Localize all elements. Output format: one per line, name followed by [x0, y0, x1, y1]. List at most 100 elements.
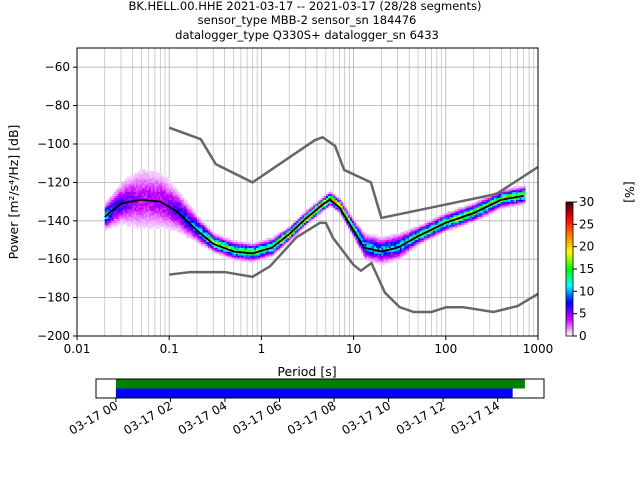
- ppsd-cell: [394, 234, 397, 237]
- ppsd-cell: [169, 195, 172, 198]
- ppsd-cell: [233, 259, 236, 262]
- ppsd-cell: [462, 224, 465, 227]
- ppsd-cell: [209, 238, 213, 241]
- ppsd-cell: [466, 218, 469, 221]
- ppsd-cell: [279, 245, 283, 248]
- ppsd-cell: [346, 209, 349, 212]
- ppsd-cell: [272, 247, 275, 250]
- ppsd-cell: [191, 220, 194, 223]
- ppsd-cell: [217, 238, 220, 241]
- ppsd-cell: [268, 249, 272, 252]
- ppsd-cell: [126, 220, 130, 223]
- ppsd-cell: [209, 245, 213, 248]
- ppsd-cell: [160, 186, 163, 189]
- ppsd-cell: [495, 209, 498, 212]
- ppsd-cell: [208, 230, 211, 233]
- ppsd-cell: [163, 193, 166, 197]
- ppsd-cell: [180, 226, 183, 229]
- ppsd-cell: [149, 216, 152, 220]
- ppsd-cell: [274, 241, 277, 245]
- ppsd-cell: [137, 220, 141, 223]
- ppsd-cell: [126, 215, 130, 218]
- ppsd-cell: [178, 205, 181, 208]
- ppsd-cell: [204, 234, 207, 237]
- ppsd-cell: [449, 226, 452, 229]
- ppsd-cell: [110, 218, 113, 221]
- ppsd-cell: [401, 232, 404, 235]
- ppsd-cell: [490, 197, 493, 200]
- ppsd-cell: [156, 224, 159, 227]
- ppsd-cell: [161, 220, 165, 223]
- ppsd-cell: [390, 257, 393, 260]
- ppsd-cell: [326, 207, 329, 210]
- ppsd-cell: [156, 205, 159, 208]
- ppsd-cell: [215, 234, 218, 237]
- ppsd-cell: [388, 255, 391, 258]
- ppsd-cell: [320, 199, 323, 202]
- ppsd-cell: [189, 213, 192, 216]
- ppsd-cell: [420, 232, 423, 235]
- ppsd-cell: [462, 207, 465, 210]
- ppsd-cell: [495, 207, 498, 210]
- ppsd-cell: [373, 255, 377, 258]
- ppsd-cell: [141, 172, 144, 175]
- ppsd-cell: [412, 232, 415, 235]
- ppsd-cell: [145, 190, 148, 193]
- ppsd-cell: [191, 207, 194, 210]
- ppsd-cell: [366, 238, 369, 241]
- ppsd-cell: [432, 230, 436, 233]
- ppsd-cell: [158, 176, 161, 179]
- ppsd-cell: [117, 218, 120, 221]
- ppsd-cell: [364, 251, 367, 254]
- ppsd-cell: [169, 182, 172, 185]
- ppsd-cell: [110, 199, 113, 202]
- ppsd-cell: [106, 222, 109, 225]
- ppsd-cell: [401, 241, 404, 245]
- ppsd-cell: [145, 207, 148, 210]
- coverage-bar-psd-used: [115, 388, 513, 398]
- ppsd-cell: [193, 216, 196, 220]
- ppsd-cell: [466, 209, 469, 212]
- ppsd-cell: [152, 207, 155, 210]
- ppsd-cell: [108, 215, 111, 218]
- ppsd-cell: [119, 222, 122, 225]
- timeline-tick-label: 03-17 00: [67, 398, 121, 437]
- ppsd-cell: [351, 220, 354, 223]
- ppsd-cell: [123, 220, 126, 223]
- ppsd-cell: [285, 228, 288, 231]
- ppsd-cell: [449, 216, 452, 220]
- ppsd-cell: [385, 261, 388, 264]
- ppsd-cell: [337, 207, 340, 210]
- ppsd-cell: [394, 241, 397, 245]
- ppsd-cell: [167, 209, 170, 212]
- timeline-tick-label: 03-17 02: [121, 398, 175, 437]
- ppsd-cell: [456, 222, 460, 225]
- ppsd-cell: [263, 257, 266, 260]
- ppsd-cell: [281, 241, 284, 245]
- ppsd-cell: [117, 190, 120, 193]
- ppsd-cell: [370, 241, 373, 245]
- ppsd-cell: [206, 232, 209, 235]
- ppsd-cell: [497, 195, 500, 198]
- ppsd-cell: [504, 203, 508, 206]
- ppsd-cell: [375, 234, 378, 237]
- ppsd-cell: [392, 249, 395, 252]
- ppsd-cell: [517, 199, 520, 202]
- ppsd-cell: [149, 184, 152, 187]
- ppsd-cell: [490, 209, 493, 212]
- ppsd-cell: [388, 259, 391, 262]
- ppsd-cell: [134, 186, 137, 189]
- ppsd-cell: [442, 230, 445, 233]
- ppsd-cell: [385, 257, 388, 260]
- ppsd-cell: [156, 174, 159, 177]
- ppsd-cell: [390, 234, 393, 237]
- ppsd-cell: [200, 224, 203, 227]
- ppsd-cell: [152, 180, 155, 183]
- ppsd-cell: [372, 257, 375, 260]
- ppsd-cell: [272, 241, 275, 245]
- ppsd-cell: [296, 226, 299, 229]
- ppsd-cell: [184, 220, 187, 223]
- ppsd-cell: [136, 222, 139, 225]
- ppsd-cell: [119, 188, 122, 191]
- ppsd-cell: [364, 240, 367, 243]
